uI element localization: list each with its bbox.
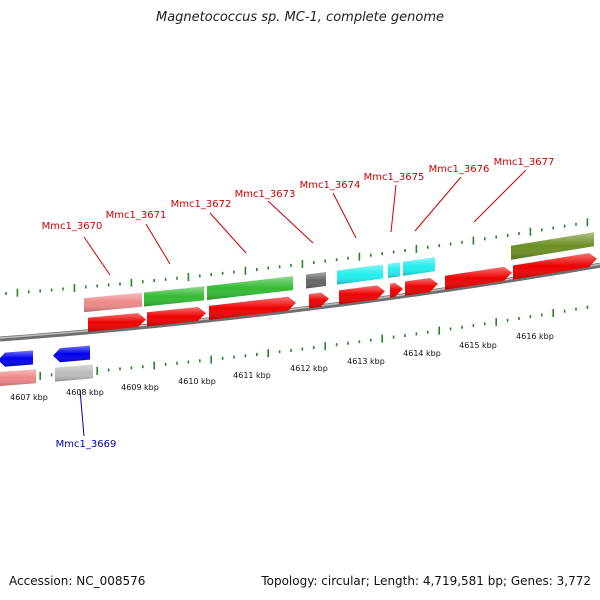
category-band-3672-shade (207, 276, 293, 301)
category-band-3670-shade (84, 292, 142, 313)
category-band-3677-shade (511, 232, 594, 260)
kbp-label: 4607 kbp (10, 393, 48, 402)
category-band-3673-shade (306, 272, 326, 289)
map-title: Magnetococcus sp. MC-1, complete genome (155, 10, 445, 25)
cds-arrow-3677-shade (513, 253, 597, 280)
kbp-label: 4612 kbp (290, 364, 328, 373)
category-band-3676-shade (403, 257, 435, 276)
cds-arrow-3672-shade (209, 296, 296, 320)
kbp-label: 4615 kbp (459, 341, 497, 350)
category-band-3675-shade (388, 262, 400, 278)
gene-label: Mmc1_3676 (429, 164, 490, 175)
cds-arrow-3676b-shade (445, 266, 512, 290)
leader-Mmc1_3676 (414, 176, 462, 232)
leader-Mmc1_3677 (473, 169, 527, 223)
leader-Mmc1_3671 (145, 223, 171, 265)
topology-value: circular (321, 574, 366, 588)
kbp-label: 4614 kbp (403, 349, 441, 358)
kbp-label: 4616 kbp (516, 332, 554, 341)
accession-footer: Accession: NC_008576 (9, 574, 145, 588)
reverse-category-band-3669-shade (53, 345, 90, 363)
gene-label: Mmc1_3669 (56, 439, 117, 450)
category-band-3674-shade (337, 264, 383, 285)
genes-value: 3,772 (556, 574, 591, 588)
accession-label: Accession: (9, 574, 73, 588)
kbp-label: 4613 kbp (347, 357, 385, 366)
gene-features (0, 232, 597, 386)
length-value: 4,719,581 bp (422, 574, 503, 588)
leader-Mmc1_3672 (209, 212, 247, 254)
kbp-label: 4610 kbp (178, 377, 216, 386)
gene-label: Mmc1_3673 (235, 189, 296, 200)
gene-label: Mmc1_3670 (42, 221, 103, 232)
gene-label: Mmc1_3671 (106, 210, 167, 221)
genes-label: Genes: (510, 574, 553, 588)
leader-Mmc1_3669 (79, 389, 85, 437)
kbp-label: 4609 kbp (121, 383, 159, 392)
kbp-label: 4608 kbp (66, 388, 104, 397)
gene-label: Mmc1_3674 (300, 180, 361, 191)
cds-arrow-3675-shade (390, 282, 403, 298)
leader-Mmc1_3675 (390, 184, 397, 233)
cds-arrow-3670-shade (88, 313, 146, 332)
cds-arrow-3676-shade (405, 277, 438, 296)
reverse-category-band-left-shade (0, 350, 33, 367)
gene-label: Mmc1_3675 (364, 172, 425, 183)
cds-arrow-3674-shade (339, 285, 385, 305)
kbp-labels: 4607 kbp 4608 kbp 4609 kbp 4610 kbp 4611 kbp… (10, 332, 554, 402)
gene-label: Mmc1_3672 (171, 199, 232, 210)
label-leaders (79, 169, 527, 437)
genome-stats-footer: Topology: circular; Length: 4,719,581 bp… (261, 574, 591, 588)
reverse-category-band-3669-gray-shade (55, 364, 93, 382)
topology-label: Topology: (261, 574, 318, 588)
accession-value: NC_008576 (76, 574, 146, 588)
leader-Mmc1_3674 (332, 192, 357, 239)
kbp-label: 4611 kbp (233, 371, 271, 380)
leader-Mmc1_3670 (83, 236, 111, 276)
reverse-category-band-pink-shade (0, 369, 36, 386)
cds-arrow-3671-shade (147, 307, 206, 327)
outer-tick-ring (5, 218, 589, 297)
category-band-3671-shade (144, 286, 204, 307)
leader-Mmc1_3673 (267, 200, 314, 244)
cds-arrow-3673-shade (309, 292, 329, 309)
backbone-line (0, 262, 600, 342)
gene-label: Mmc1_3677 (494, 157, 555, 168)
length-label: Length: (373, 574, 420, 588)
